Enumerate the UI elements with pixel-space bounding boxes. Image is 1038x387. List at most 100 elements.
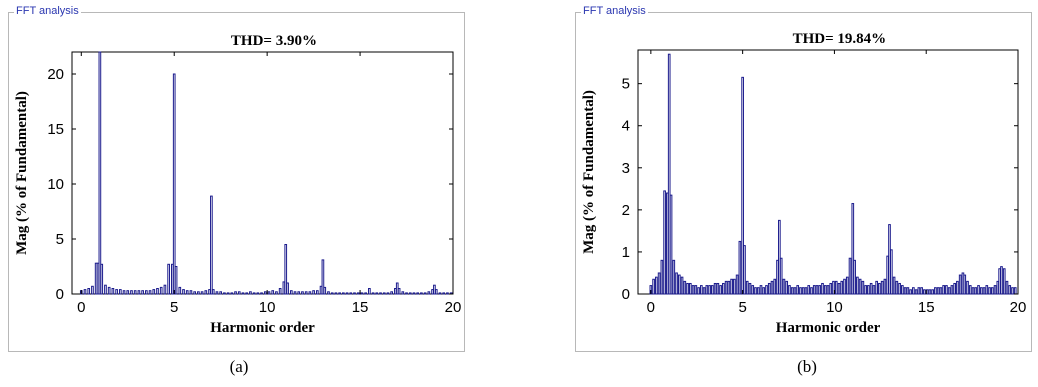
harmonic-bar [735,274,739,295]
harmonic-bar [939,287,943,295]
harmonic-bar [920,287,923,295]
harmonic-bar [360,292,364,295]
harmonic-bar [826,285,830,295]
harmonic-bar [345,292,349,295]
harmonic-bar [845,276,849,295]
harmonic-bar [204,290,208,295]
harmonic-bar [988,287,991,295]
harmonic-bar [234,291,237,295]
x-axis-title: Harmonic order [210,320,315,336]
harmonic-bar [829,282,833,295]
harmonic-bar [111,288,115,295]
harmonic-bar [156,288,159,295]
frame-label: FFT analysis [14,5,81,18]
harmonic-bar [700,285,703,295]
harmonic-bar [338,292,341,295]
harmonic-bar [963,274,967,295]
caption-a: (a) [229,357,249,376]
harmonic-bar [677,274,681,295]
harmonic-bar [977,285,980,295]
harmonic-bar [675,272,678,295]
harmonic-bar [785,280,789,295]
harmonic-bar [1008,285,1012,295]
harmonic-bar [200,291,204,295]
harmonic-bar [733,278,736,295]
x-tick-label: 5 [738,299,746,316]
harmonic-bar [832,280,835,295]
harmonic-bar [793,287,797,295]
x-tick-label: 5 [170,299,178,316]
harmonic-bar [756,287,760,295]
harmonic-bar [858,278,862,295]
harmonic-bar [446,292,449,295]
harmonic-bar [219,291,223,295]
harmonic-bar [416,292,420,295]
harmonic-bar [748,282,752,295]
harmonic-bar [115,289,118,295]
harmonic-bar [945,285,948,295]
y-tick-label: 3 [622,160,630,177]
harmonic-bar [301,291,304,295]
harmonic-bar [321,259,325,295]
harmonic-bar [751,285,755,295]
harmonic-bar [848,257,852,295]
harmonic-bar [990,287,994,295]
harmonic-bar [289,290,293,295]
harmonic-bar [122,290,126,295]
harmonic-bar [327,291,330,295]
harmonic-bar [256,292,260,295]
harmonic-bar [974,287,978,295]
harmonic-bar [958,274,962,295]
harmonic-bar [371,292,375,295]
harmonic-bar [812,285,816,295]
harmonic-bar [843,278,846,295]
harmonic-bar [985,285,989,295]
harmonic-bar [727,280,731,295]
harmonic-bar [821,282,824,295]
harmonic-bar [713,282,717,295]
harmonic-bar [773,278,777,295]
harmonic-bar [297,291,301,295]
harmonic-bar [683,280,687,295]
harmonic-bar [880,280,884,295]
harmonic-bar [130,290,133,295]
harmonic-bar [738,240,742,295]
harmonic-bar [770,280,774,295]
harmonic-bar [708,285,711,295]
harmonic-bar [267,291,271,295]
harmonic-bar [818,285,822,295]
harmonic-bar [315,290,319,295]
harmonic-bar [1002,268,1006,295]
harmonic-bar [672,259,676,295]
harmonic-bar [688,282,692,295]
harmonic-bar [271,290,275,295]
harmonic-bar [864,285,867,295]
harmonic-bar [745,280,749,295]
harmonic-bar [278,288,282,295]
harmonic-bar [993,285,997,295]
harmonic-bar [405,292,408,295]
harmonic-bar [823,285,827,295]
harmonic-bar [853,259,856,295]
harmonic-bar [193,291,197,295]
y-tick-label: 4 [622,118,630,135]
harmonic-bar [743,245,746,295]
harmonic-bar [869,282,873,295]
harmonic-bar [382,292,386,295]
harmonic-bar [934,287,937,295]
harmonic-bar [189,290,193,295]
harmonic-bar [936,287,940,295]
harmonic-bar [759,285,763,295]
harmonic-bar [697,287,700,295]
harmonic-bar [867,285,870,295]
harmonic-bar [956,280,959,295]
harmonic-bar [807,285,811,295]
y-tick-label: 5 [622,76,630,93]
harmonic-bar [83,289,87,295]
fft-chart-b: 0 5 10 15 20 0 1 2 3 4 5 THD= 19.84% Harmonic order M… [581,31,1026,336]
y-axis-title: Mag (% of Fundamental) [14,91,30,255]
x-axis-title: Harmonic order [776,320,881,336]
harmonic-bar [353,292,356,295]
harmonic-bar [401,291,405,295]
harmonic-bar [799,287,802,295]
